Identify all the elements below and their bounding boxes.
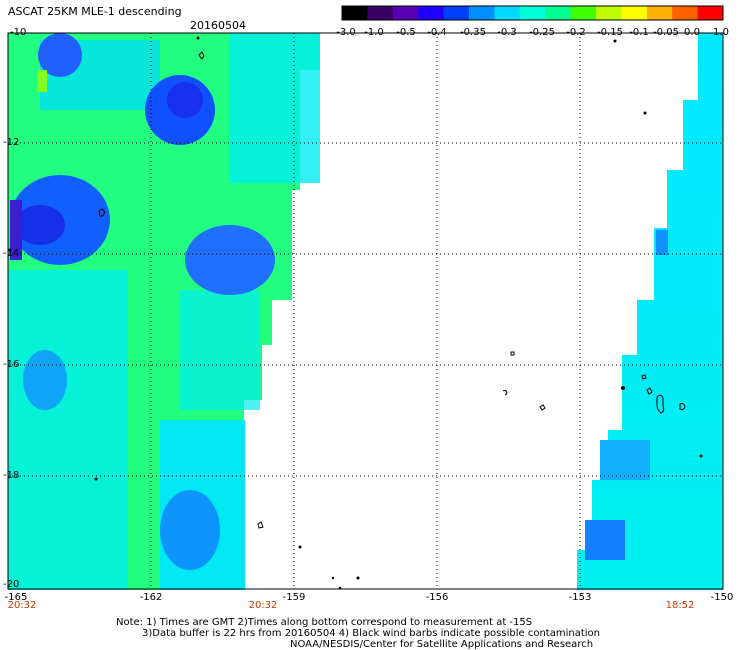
grid-lines — [8, 33, 723, 589]
x-tick-label: -165 — [4, 592, 28, 603]
plot-area — [7, 32, 724, 590]
y-tick-label: -16 — [3, 359, 20, 370]
footnote-line-3: NOAA/NESDIS/Center for Satellite Applica… — [290, 639, 594, 650]
y-tick-label: -18 — [3, 470, 20, 481]
colorbar-label: 0.0 — [684, 27, 700, 38]
x-tick-label: -150 — [710, 592, 734, 603]
x-tick-label: -153 — [568, 592, 592, 603]
chart-title: ASCAT 25KM MLE-1 descending — [8, 5, 182, 18]
colorbar-swatch — [570, 6, 597, 20]
y-tick-label: -20 — [3, 579, 20, 590]
colorbar-swatch — [367, 6, 394, 20]
x-tick-label: -159 — [282, 592, 306, 603]
colorbar-label: -0.15 — [597, 27, 623, 38]
island-outlines — [98, 51, 686, 529]
colorbar-label: -0.25 — [529, 27, 555, 38]
x-tick-label: -162 — [139, 592, 163, 603]
y-tick-label: -10 — [10, 27, 27, 38]
colorbar-swatch — [697, 6, 724, 20]
colorbar-label: -0.4 — [427, 27, 447, 38]
footnote-line-1: Note: 1) Times are GMT 2)Times along bot… — [116, 617, 533, 628]
chart-date: 20160504 — [190, 19, 246, 32]
colorbar-swatch — [672, 6, 699, 20]
colorbar-label: -0.1 — [629, 27, 649, 38]
swath-time-label: 20:32 — [248, 600, 278, 611]
colorbar-swatch — [443, 6, 470, 20]
colorbar — [341, 5, 724, 21]
colorbar-label: 1.0 — [713, 27, 729, 38]
colorbar-label: -0.05 — [653, 27, 679, 38]
colorbar-frame — [341, 5, 724, 21]
colorbar-label: -0.2 — [566, 27, 586, 38]
colorbar-label: -0.35 — [460, 27, 486, 38]
east-swath — [577, 33, 723, 590]
swath-time-label: 20:32 — [7, 600, 37, 611]
colorbar-swatch — [545, 6, 572, 20]
colorbar-swatch — [596, 6, 622, 20]
colorbar-swatch — [418, 6, 445, 20]
y-tick-label: -14 — [3, 248, 20, 259]
colorbar-label: -0.3 — [497, 27, 517, 38]
colorbar-swatch — [392, 6, 419, 20]
west-swath — [8, 33, 320, 590]
colorbar-swatch — [469, 6, 495, 20]
colorbar-swatch — [646, 6, 673, 20]
colorbar-swatch — [519, 6, 546, 20]
colorbar-label: -0.5 — [396, 27, 416, 38]
colorbar-swatch — [342, 6, 368, 20]
colorbar-swatch — [621, 6, 648, 20]
footnote-line-2: 3)Data buffer is 22 hrs from 20160504 4)… — [142, 628, 600, 639]
colorbar-label: -3.0 — [336, 27, 356, 38]
x-tick-label: -156 — [425, 592, 449, 603]
swath-time-label: 18:52 — [665, 600, 695, 611]
colorbar-swatch — [494, 6, 521, 20]
colorbar-label: -1.0 — [364, 27, 384, 38]
y-tick-label: -12 — [3, 137, 20, 148]
